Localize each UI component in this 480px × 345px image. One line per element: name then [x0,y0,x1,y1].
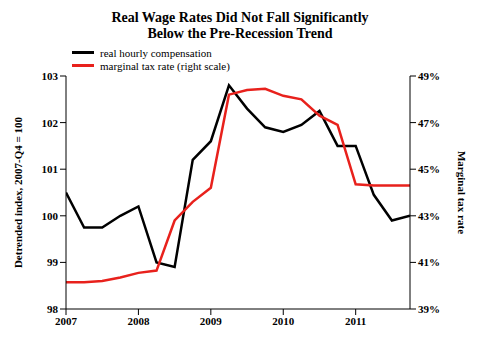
svg-text:Detrended index, 2007-Q4 = 100: Detrended index, 2007-Q4 = 100 [12,116,24,268]
svg-text:2008: 2008 [127,315,150,327]
svg-text:47%: 47% [418,117,440,129]
html-text:Below the Pre-Recession Trend: Below the Pre-Recession Trend [147,26,333,41]
html-text:Real Wage Rates Did Not Fall S: Real Wage Rates Did Not Fall Significant… [111,10,369,25]
svg-text:45%: 45% [418,163,440,175]
svg-text:103: 103 [42,70,59,82]
svg-text:102: 102 [42,117,59,129]
svg-text:Marginal tax rate: Marginal tax rate [456,151,468,234]
svg-text:43%: 43% [418,210,440,222]
svg-text:49%: 49% [418,70,440,82]
svg-text:2009: 2009 [200,315,223,327]
svg-text:2007: 2007 [55,315,78,327]
svg-text:98: 98 [47,303,59,315]
svg-text:101: 101 [42,163,59,175]
html-text:marginal tax rate (right scale: marginal tax rate (right scale) [100,59,230,72]
svg-text:2011: 2011 [345,315,366,327]
svg-text:41%: 41% [418,256,440,268]
svg-text:2010: 2010 [272,315,295,327]
svg-text:39%: 39% [418,303,440,315]
svg-text:99: 99 [47,256,59,268]
html-text:real hourly compensation: real hourly compensation [100,46,212,59]
svg-text:100: 100 [42,210,59,222]
